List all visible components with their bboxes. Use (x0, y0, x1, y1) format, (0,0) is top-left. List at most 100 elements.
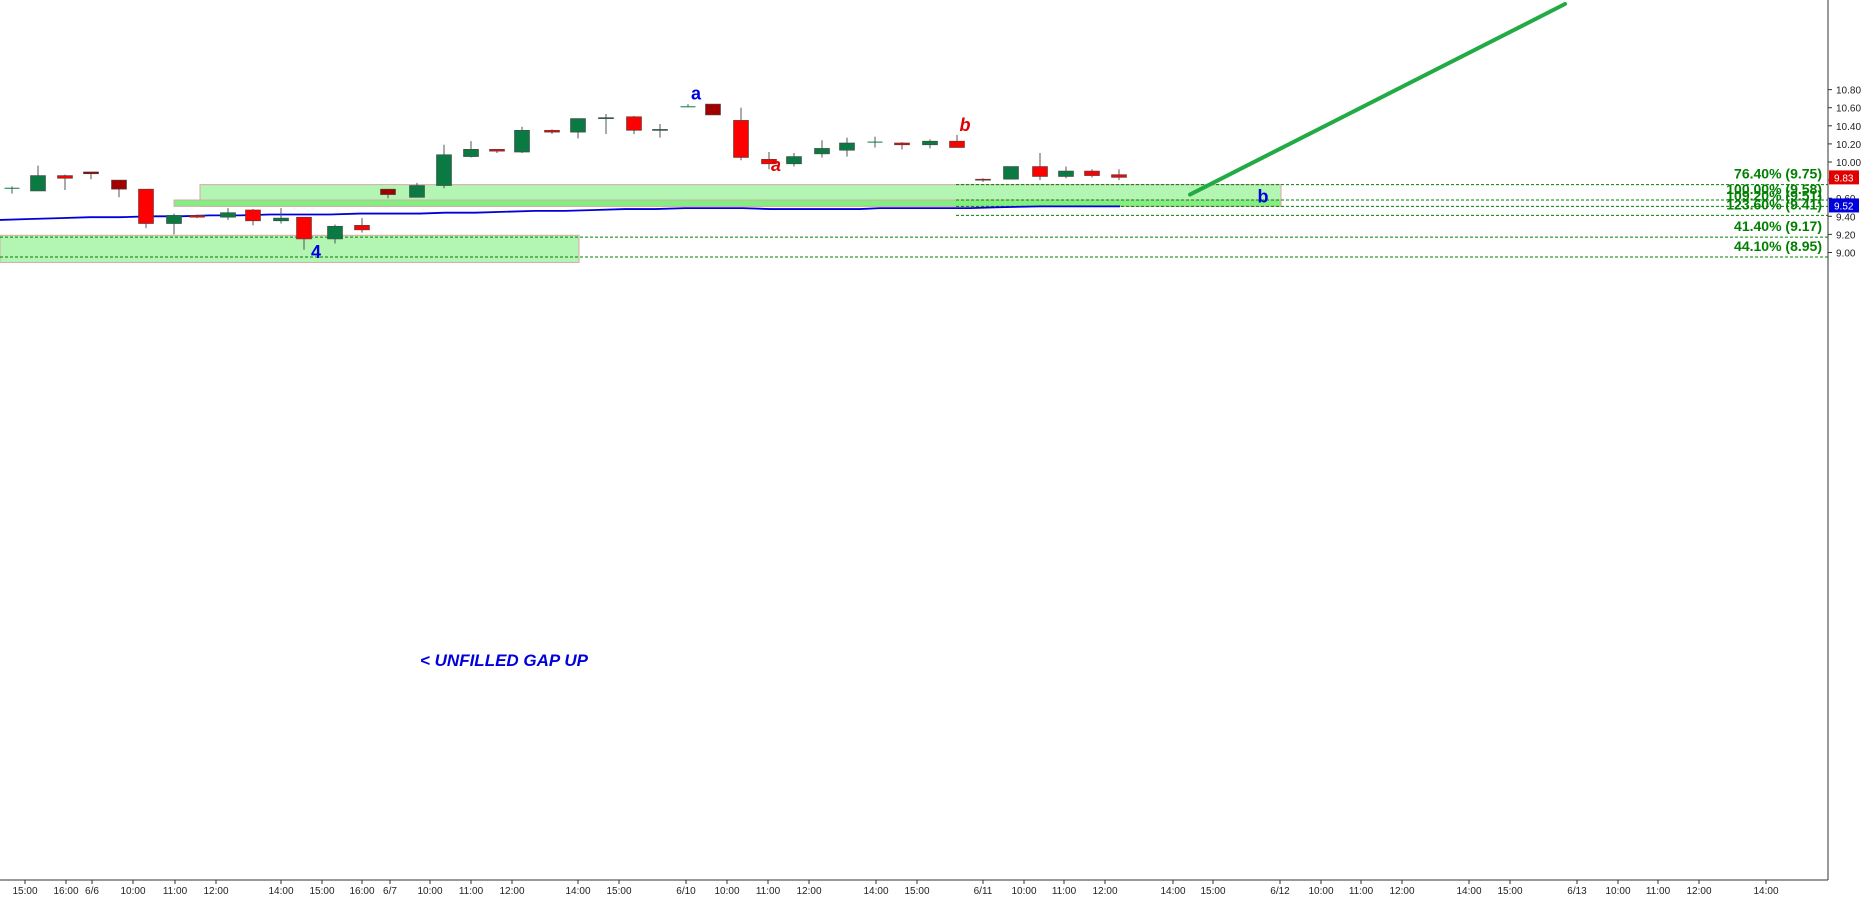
wave-label: a (691, 84, 702, 104)
candle-body (138, 188, 154, 224)
time-tick-label: 12:00 (1389, 886, 1414, 897)
candle-body (949, 140, 965, 148)
candle-body (380, 188, 396, 195)
candle-body (786, 156, 802, 165)
candle-body (514, 130, 530, 153)
time-tick-label: 10:00 (1605, 886, 1630, 897)
price-tag-label: 9.83 (1834, 173, 1854, 184)
candle-body (705, 103, 721, 116)
time-tick-label: 12:00 (203, 886, 228, 897)
candle-body (894, 142, 910, 146)
wave-label: b (1258, 187, 1269, 207)
fib-label: 44.10% (8.95) (1734, 238, 1822, 254)
time-tick-label: 6/10 (676, 886, 696, 897)
time-tick-label: 14:00 (565, 886, 590, 897)
time-tick-label: 14:00 (1160, 886, 1185, 897)
candle-body (1111, 174, 1127, 178)
price-tick-label: 9.00 (1836, 249, 1856, 260)
candle-body (1084, 170, 1100, 176)
price-tag (1829, 170, 1859, 185)
candle-body (220, 212, 236, 218)
time-tick-label: 15:00 (309, 886, 334, 897)
candle-body (111, 179, 127, 190)
inner-support-zone (173, 199, 1282, 207)
fib-label: 100.00% (9.58) (1726, 181, 1822, 197)
time-tick-label: 16:00 (349, 886, 374, 897)
time-tick-label: 10:00 (120, 886, 145, 897)
fib-label: 41.40% (9.17) (1734, 218, 1822, 234)
time-tick-label: 16:00 (53, 886, 78, 897)
time-tick-label: 12:00 (796, 886, 821, 897)
gap-annotation: < UNFILLED GAP UP (420, 651, 589, 670)
candle-body (1058, 170, 1074, 177)
time-tick-label: 6/11 (974, 886, 993, 897)
price-tick-label: 10.60 (1836, 104, 1861, 115)
wave-label: b (960, 115, 971, 135)
time-tick-label: 10:00 (1308, 886, 1333, 897)
candle-body (1032, 166, 1048, 177)
price-tick-label: 10.00 (1836, 158, 1861, 169)
candle-body (975, 178, 991, 181)
price-tag (1829, 198, 1859, 213)
time-tick-label: 6/7 (383, 886, 397, 897)
time-tick-label: 11:00 (1349, 886, 1374, 897)
candle-body (733, 120, 749, 158)
time-tick-label: 10:00 (714, 886, 739, 897)
candle-body (814, 148, 830, 155)
price-tick-label: 10.40 (1836, 122, 1861, 133)
candle-body (273, 217, 289, 222)
fib-label: 76.40% (9.75) (1734, 166, 1822, 182)
candle-body (839, 142, 855, 151)
wave-label: a (771, 155, 781, 175)
price-tick-label: 9.20 (1836, 230, 1856, 241)
candle-body (489, 149, 505, 152)
lower-support-zone (0, 234, 580, 263)
time-tick-label: 15:00 (1200, 886, 1225, 897)
time-tick-label: 11:00 (163, 886, 188, 897)
candle-body (354, 225, 370, 231)
wave-label: 4 (311, 242, 321, 262)
time-tick-label: 14:00 (1456, 886, 1481, 897)
candle-body (463, 149, 479, 157)
projection-line (1188, 2, 1567, 197)
time-tick-label: 15:00 (1497, 886, 1522, 897)
price-tag-label: 9.52 (1834, 201, 1854, 212)
time-tick-label: 14:00 (863, 886, 888, 897)
candle-body (296, 216, 312, 240)
time-tick-label: 6/12 (1270, 886, 1290, 897)
time-tick-label: 12:00 (1092, 886, 1117, 897)
candle-body (57, 175, 73, 179)
price-tick-label: 10.80 (1836, 86, 1861, 97)
time-tick-label: 12:00 (499, 886, 524, 897)
price-tick-label: 9.40 (1836, 212, 1856, 223)
candle-body (30, 175, 46, 192)
time-tick-label: 12:00 (1686, 886, 1711, 897)
fib-label: 123.60% (9.41) (1726, 196, 1822, 212)
moving-average-line (0, 205, 1120, 221)
time-tick-label: 6/13 (1567, 886, 1587, 897)
candle-body (570, 118, 586, 133)
candle-body (761, 158, 777, 165)
time-tick-label: 15:00 (12, 886, 37, 897)
candle-body (544, 130, 560, 133)
fib-label: 109.20% (9.51) (1726, 187, 1822, 203)
time-tick-label: 10:00 (417, 886, 442, 897)
candle-body (922, 140, 938, 146)
price-tick-label: 10.20 (1836, 140, 1861, 151)
time-tick-label: 15:00 (904, 886, 929, 897)
candle-body (327, 225, 343, 240)
candle-body (245, 209, 261, 222)
candle-body (436, 154, 452, 186)
candle-body (83, 171, 99, 175)
candle-body (598, 117, 614, 119)
time-tick-label: 14:00 (268, 886, 293, 897)
candle-body (652, 129, 668, 131)
time-tick-label: 15:00 (606, 886, 631, 897)
candle-body (409, 185, 425, 198)
time-tick-label: 10:00 (1011, 886, 1036, 897)
time-tick-label: 14:00 (1753, 886, 1778, 897)
time-tick-label: 6/6 (85, 886, 99, 897)
time-tick-label: 11:00 (459, 886, 484, 897)
